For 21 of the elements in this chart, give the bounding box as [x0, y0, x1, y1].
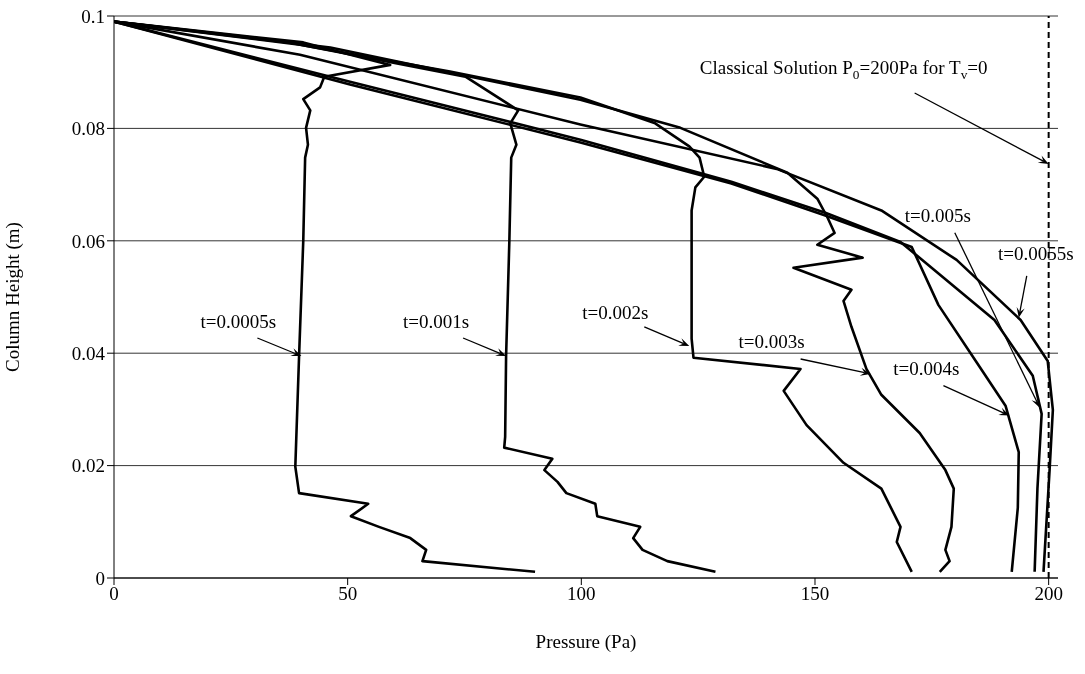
annotation: t=0.003s	[738, 330, 805, 352]
y-tick-label: 0.08	[71, 118, 105, 140]
x-tick-label: 0	[109, 583, 119, 605]
y-tick-label: 0.04	[71, 342, 106, 364]
x-tick-label: 50	[338, 583, 358, 605]
x-axis-title: Pressure (Pa)	[535, 631, 637, 653]
annotation: t=0.002s	[582, 301, 649, 323]
annotation: t=0.005s	[904, 204, 971, 226]
annotation: t=0.0055s	[997, 242, 1074, 264]
y-tick-label: 0.02	[71, 455, 105, 477]
annotation: t=0.004s	[893, 357, 960, 379]
x-tick-label: 100	[567, 583, 596, 605]
annotation: t=0.001s	[403, 310, 470, 332]
y-tick-label: 0.06	[71, 230, 105, 252]
x-tick-label: 150	[800, 583, 830, 605]
y-tick-label: 0	[95, 567, 105, 589]
x-tick-label: 200	[1034, 583, 1063, 605]
ref-line-label: Classical Solution P$_{0}$=200Pa for T$_{v}$=0	[699, 56, 988, 82]
annotation: t=0.0005s	[200, 310, 277, 332]
y-axis-title: Column Height (m)	[1, 222, 24, 372]
y-tick-label: 0.1	[81, 5, 105, 27]
